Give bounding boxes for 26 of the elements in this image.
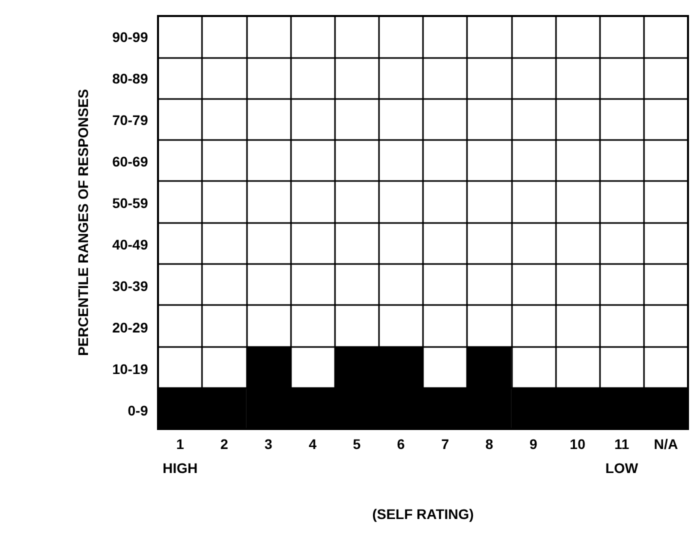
x-tick-label: 4 bbox=[308, 436, 317, 452]
text: 70-79 bbox=[112, 112, 148, 128]
text: 20-29 bbox=[112, 319, 148, 336]
text: 60-69 bbox=[112, 153, 148, 170]
text: 90-99 bbox=[112, 28, 148, 45]
x-tick-label: 3 bbox=[264, 436, 273, 452]
x-tick-label: 1 bbox=[176, 436, 184, 452]
x-tick-label: 10 bbox=[570, 436, 586, 452]
x-tick-label: 11 bbox=[614, 436, 630, 452]
text: 80-89 bbox=[112, 70, 148, 86]
x-tick-label: 2 bbox=[220, 436, 228, 452]
text: 50-59 bbox=[112, 194, 148, 211]
text: 10-19 bbox=[112, 360, 148, 377]
text: HIGH bbox=[162, 460, 198, 476]
text: 0-9 bbox=[128, 402, 148, 418]
text: 30-39 bbox=[112, 278, 148, 294]
y-axis-title: PERCENTILE RANGES OF RESPONSES bbox=[75, 89, 91, 356]
x-tick-label: 5 bbox=[352, 436, 361, 452]
x-tick-label: 6 bbox=[397, 436, 406, 452]
x-tick-label: N/A bbox=[654, 436, 678, 452]
x-tick-label: 9 bbox=[530, 436, 538, 452]
x-tick-label: 8 bbox=[485, 436, 494, 452]
x-axis-title: (SELF RATING) bbox=[372, 506, 474, 522]
text: LOW bbox=[605, 460, 639, 476]
x-tick-label: 7 bbox=[441, 436, 450, 452]
text: 40-49 bbox=[112, 236, 148, 252]
